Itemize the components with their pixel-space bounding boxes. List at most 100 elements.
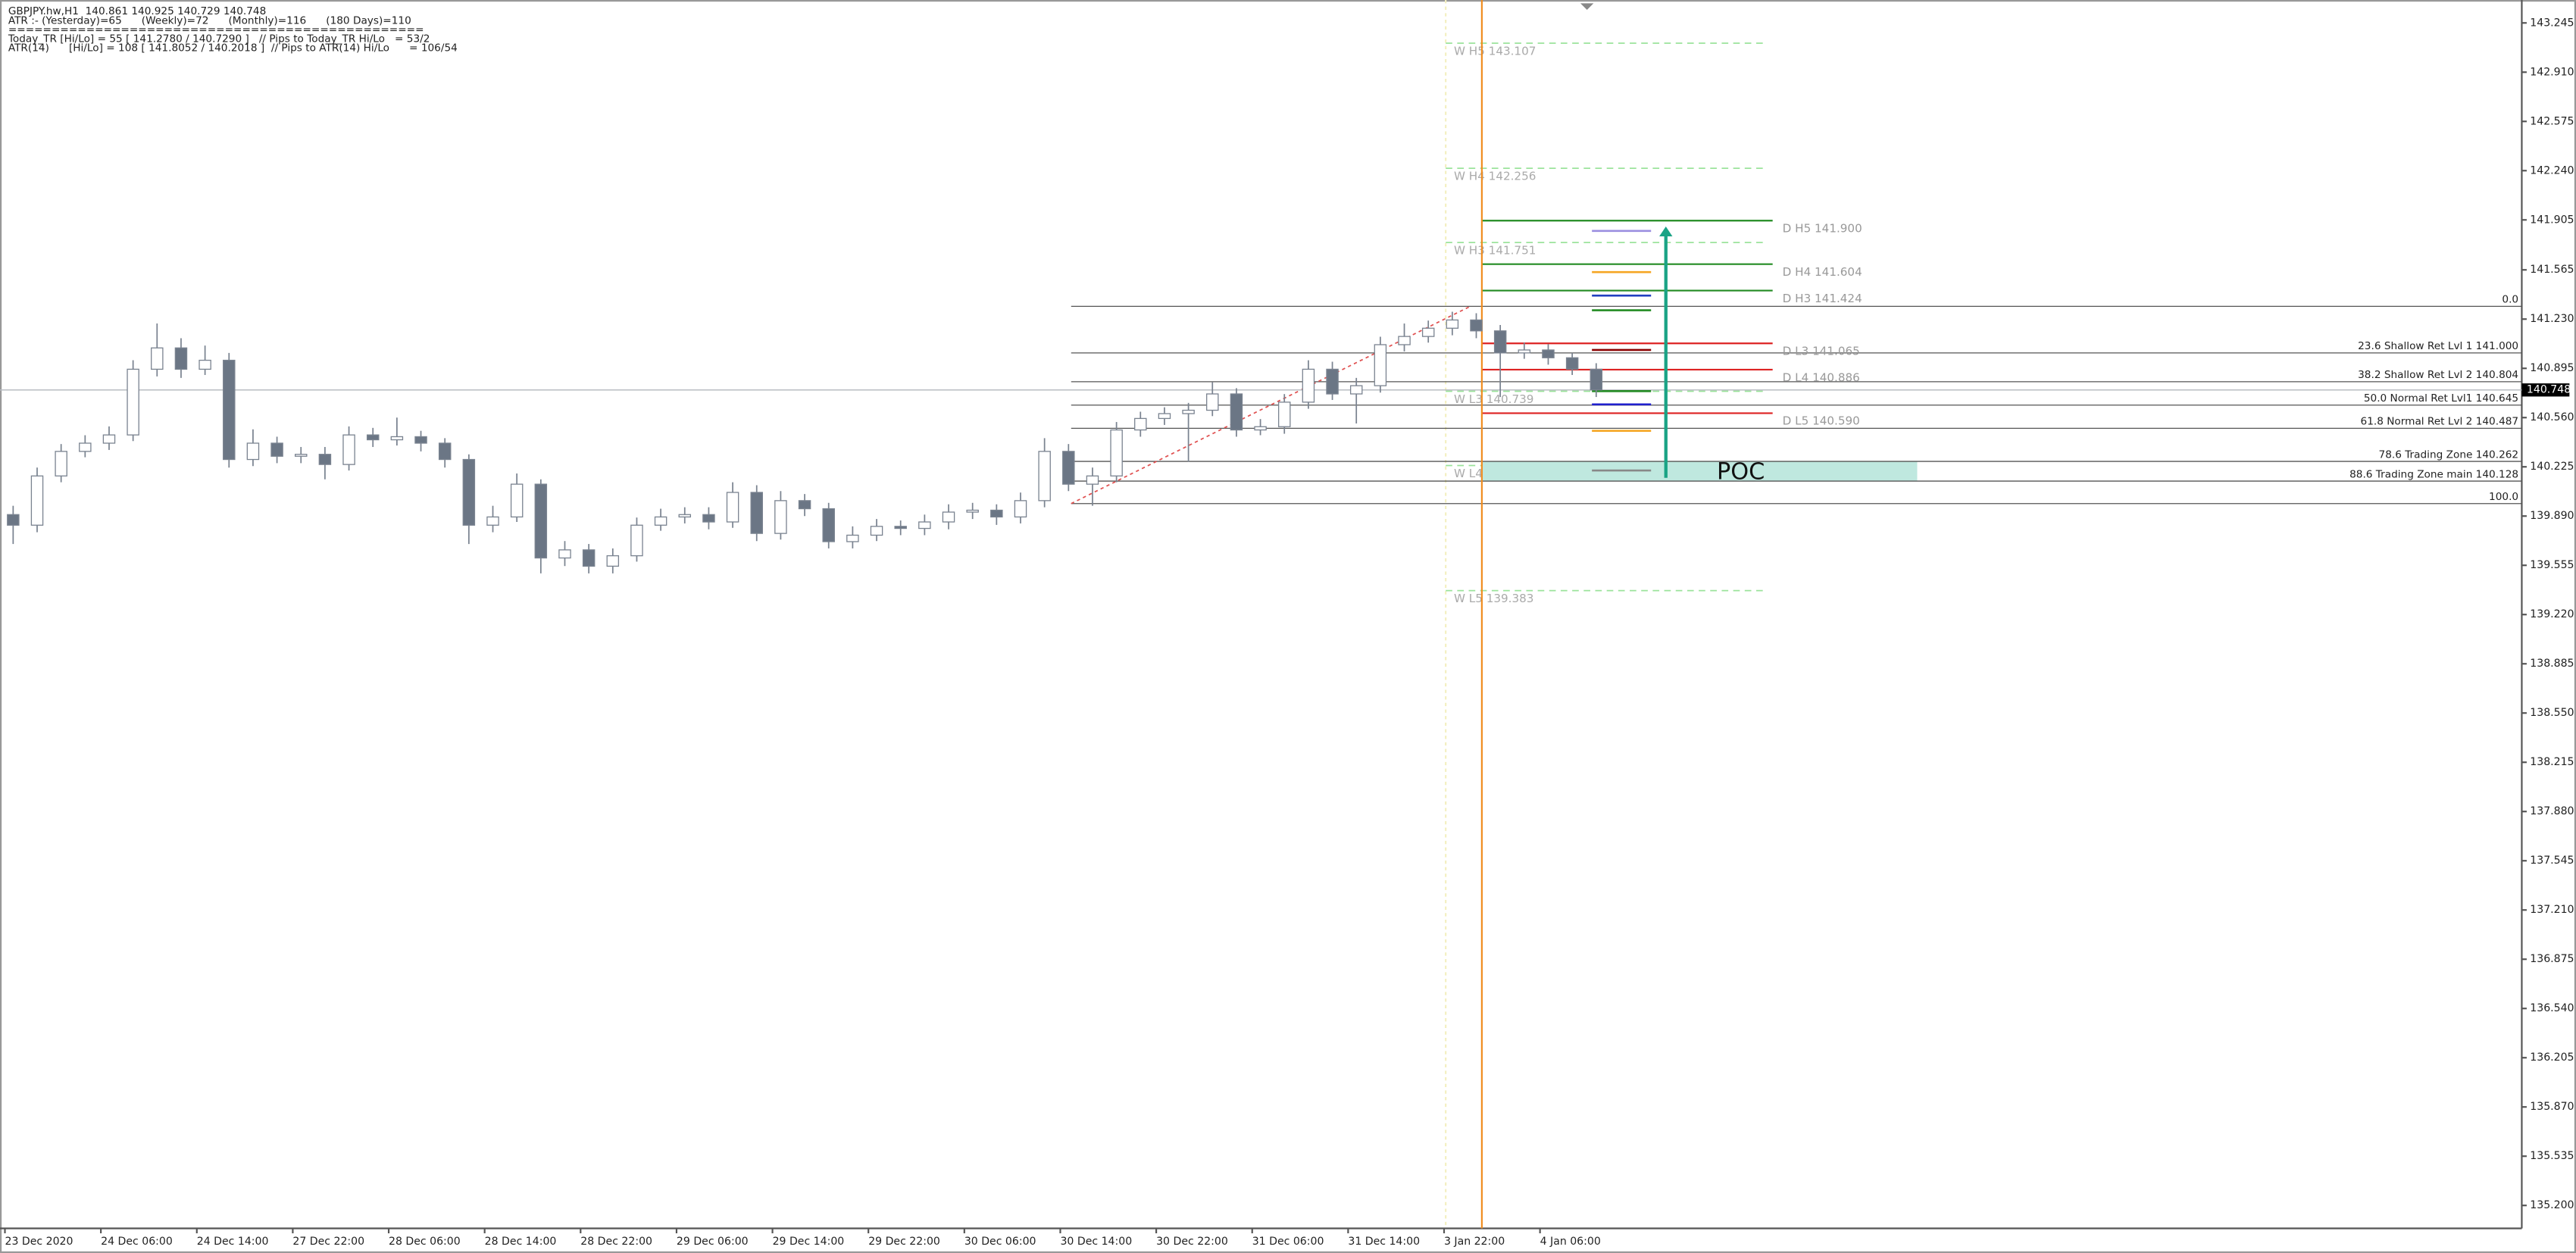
candle-body (1349, 385, 1363, 395)
candle-body (127, 368, 139, 436)
candle-body (510, 483, 524, 518)
candle-body (366, 434, 380, 441)
shift-marker[interactable] (1580, 3, 1594, 11)
info-line: Today_TR [Hi/Lo] = 55 [ 141.2780 / 140.7… (8, 33, 430, 45)
candle-body (798, 500, 811, 510)
fib-level-label: 38.2 Shallow Ret Lvl 2 140.804 (2358, 369, 2518, 381)
y-tick-label: 137.880 (2530, 805, 2574, 817)
candle-body (1182, 409, 1195, 414)
info-line: ATR(14) [Hi/Lo] = 108 [ 141.8052 / 140.2… (8, 42, 458, 55)
candle-body (1038, 451, 1051, 502)
y-tick-label: 136.540 (2530, 1002, 2574, 1014)
candle-body (1398, 336, 1411, 345)
candle-body (918, 521, 931, 530)
x-tick-label: 3 Jan 22:00 (1444, 1236, 1505, 1248)
candle-body (990, 509, 1003, 518)
candle-body (1230, 393, 1243, 431)
candle-body (1134, 417, 1147, 431)
candle-body (630, 524, 643, 557)
candle-body (654, 516, 667, 526)
candle-body (726, 492, 739, 523)
x-tick-label: 31 Dec 14:00 (1348, 1236, 1420, 1248)
candle-body (1374, 344, 1387, 386)
weekly-pivot-label: W H3 141.751 (1454, 243, 1536, 257)
y-tick-label: 138.885 (2530, 658, 2574, 670)
candle-body (894, 526, 907, 530)
y-tick-label: 142.240 (2530, 164, 2574, 177)
candle-body (1277, 402, 1291, 427)
y-tick-label: 136.205 (2530, 1051, 2574, 1064)
x-tick-label: 23 Dec 2020 (5, 1236, 73, 1248)
candle-body (1326, 368, 1339, 395)
y-tick-label: 135.535 (2530, 1150, 2574, 1162)
candle-body (1110, 429, 1123, 477)
candle-body (606, 555, 620, 567)
candle-body (1470, 319, 1483, 332)
daily-pivot-label: D L4 140.886 (1783, 370, 1860, 384)
daily-pivot-label: D H4 141.604 (1783, 265, 1862, 279)
x-tick-label: 27 Dec 22:00 (292, 1236, 364, 1248)
fib-level-label: 88.6 Trading Zone main 140.128 (2349, 468, 2518, 480)
candle-body (318, 454, 332, 465)
x-tick-label: 29 Dec 06:00 (677, 1236, 749, 1248)
x-tick-label: 24 Dec 06:00 (101, 1236, 173, 1248)
fib-level-label: 0.0 (2502, 294, 2518, 306)
y-tick-label: 143.245 (2530, 17, 2574, 29)
weekly-pivot-label: W L3 140.739 (1454, 392, 1533, 406)
info-line: ATR :- (Yesterday)=65 (Weekly)=72 (Month… (8, 14, 411, 27)
y-tick-label: 140.895 (2530, 362, 2574, 374)
candle-body (1518, 349, 1531, 354)
candle-body (151, 347, 164, 370)
info-line: ========================================… (8, 23, 424, 36)
candle-body (390, 436, 404, 441)
current-price-tag (2521, 383, 2570, 397)
y-tick-label: 140.225 (2530, 461, 2574, 473)
poc-arrowhead (1659, 226, 1673, 237)
candle-body (7, 514, 20, 526)
candle-body (1302, 368, 1315, 403)
candle-body (438, 442, 452, 461)
x-tick-label: 29 Dec 22:00 (868, 1236, 940, 1248)
candle-body (846, 534, 859, 542)
candle-body (702, 514, 715, 523)
x-tick-label: 28 Dec 22:00 (580, 1236, 652, 1248)
candle-body (1421, 327, 1435, 337)
candle-body (1062, 451, 1075, 485)
y-tick-label: 138.215 (2530, 756, 2574, 768)
candle-body (1014, 500, 1027, 518)
candle-body (462, 458, 476, 526)
candle-body (1542, 349, 1555, 358)
y-tick-label: 139.555 (2530, 559, 2574, 571)
daily-pivot-label: D H5 141.900 (1783, 222, 1862, 236)
y-tick-label: 141.905 (2530, 214, 2574, 226)
daily-pivot-label: D L5 140.590 (1783, 414, 1860, 428)
fib-level-label: 100.0 (2489, 491, 2518, 503)
candle-body (1493, 330, 1507, 354)
x-tick-label: 28 Dec 14:00 (485, 1236, 557, 1248)
candle-body (174, 347, 188, 370)
x-tick-label: 24 Dec 14:00 (197, 1236, 269, 1248)
x-tick-label: 28 Dec 06:00 (389, 1236, 461, 1248)
candle-body (30, 475, 44, 526)
y-tick-label: 136.875 (2530, 953, 2574, 965)
candle-body (582, 549, 596, 567)
candle-body (1446, 319, 1459, 329)
candle-body (558, 549, 571, 559)
candle-body (246, 442, 260, 461)
x-tick-label: 29 Dec 14:00 (773, 1236, 845, 1248)
candle-body (870, 526, 883, 536)
candle-body (1565, 357, 1579, 370)
fib-level-label: 50.0 Normal Ret Lvl1 140.645 (2364, 392, 2518, 405)
y-tick-label: 140.560 (2530, 411, 2574, 423)
candle-body (414, 436, 427, 444)
fib-level-label: 23.6 Shallow Ret Lvl 1 141.000 (2358, 340, 2518, 352)
weekly-pivot-label: W H5 143.107 (1454, 44, 1536, 58)
x-tick-label: 4 Jan 06:00 (1540, 1236, 1601, 1248)
x-tick-label: 30 Dec 14:00 (1060, 1236, 1132, 1248)
y-tick-label: 139.890 (2530, 510, 2574, 522)
x-tick-label: 31 Dec 06:00 (1252, 1236, 1324, 1248)
y-tick-label: 142.910 (2530, 66, 2574, 78)
